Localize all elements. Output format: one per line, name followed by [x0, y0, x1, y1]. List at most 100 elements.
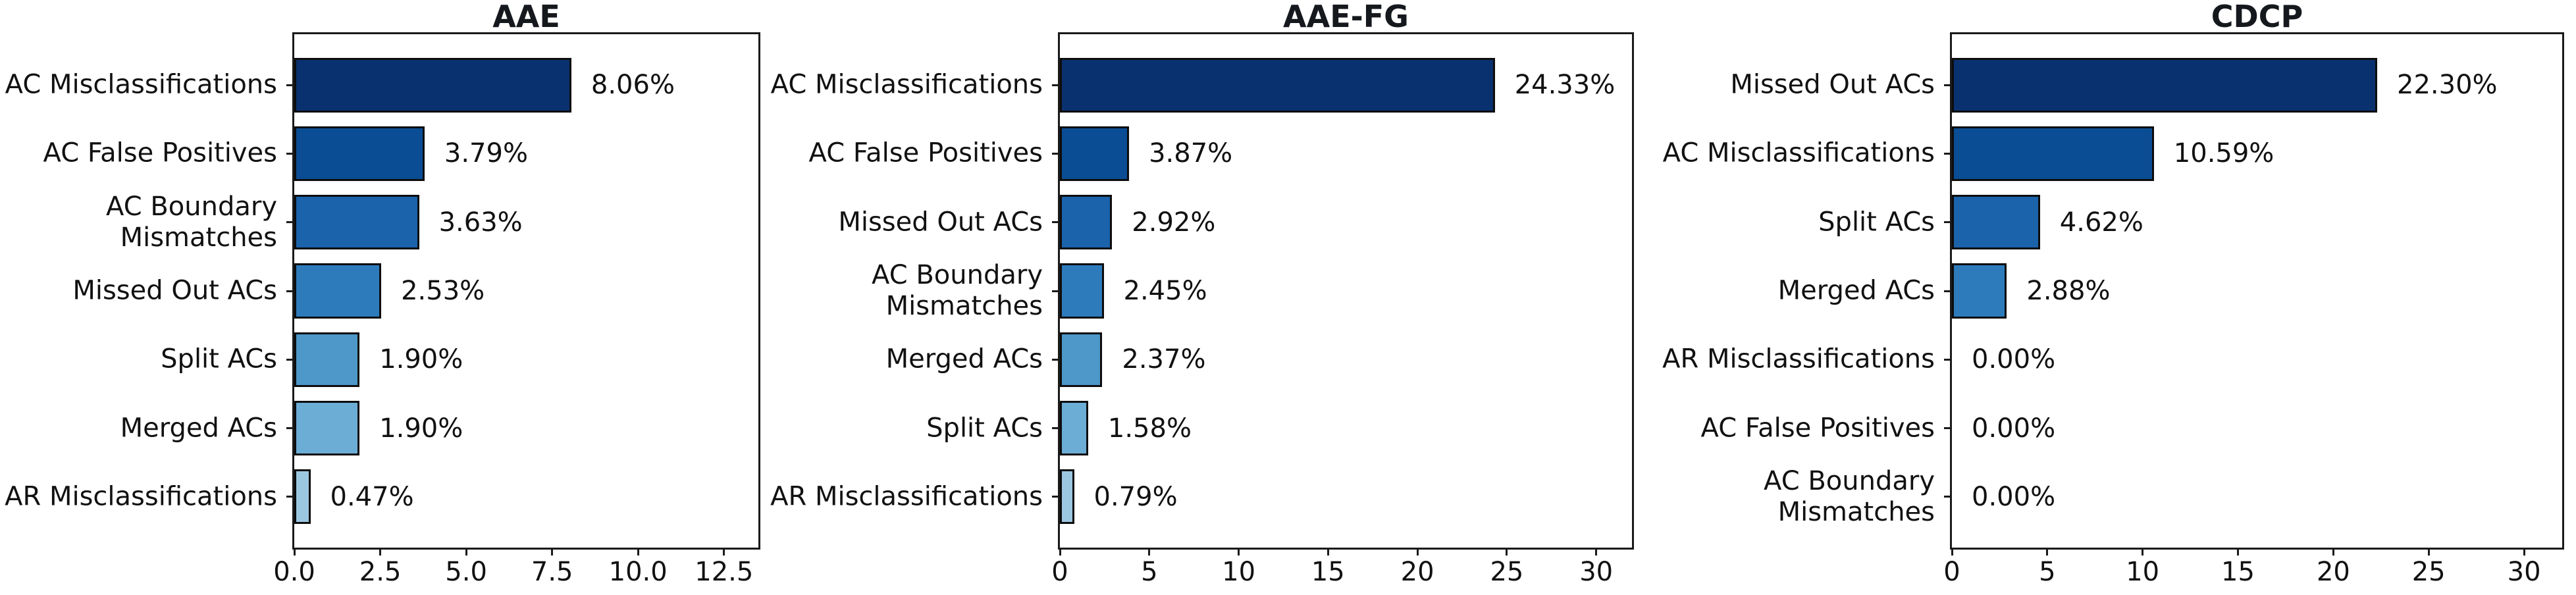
bar-split-acs: [1952, 195, 2040, 250]
bar-value-label: 2.53%: [401, 276, 485, 306]
x-tick: [1148, 550, 1151, 556]
x-tick: [637, 550, 639, 556]
chart-aae: AAE AC Misclassifications AC False Positi…: [0, 0, 858, 595]
bar-merged-acs: [1060, 332, 1103, 387]
bar-value-label: 0.00%: [1972, 481, 2056, 512]
x-tick: [2332, 550, 2334, 556]
x-tick-label: 15: [2221, 557, 2255, 587]
category-label: AR Misclassifications: [1662, 344, 1935, 375]
chart-title: CDCP: [2211, 0, 2303, 34]
category-label: Split ACs: [1818, 207, 1935, 238]
bar-value-label: 3.79%: [444, 138, 528, 169]
bar-value-label: 24.33%: [1514, 70, 1616, 101]
x-tick: [1327, 550, 1329, 556]
x-tick-label: 12.5: [695, 557, 754, 587]
y-tick: [1052, 152, 1058, 155]
bar-ac-false-positives: [294, 126, 425, 182]
bar-value-label: 3.87%: [1149, 138, 1233, 169]
plot-area: 8.06% 3.79% 3.63% 2.53% 1.90% 1.90% 0.47% 0.0 2.…: [273, 32, 760, 587]
category-label: Merged ACs: [885, 344, 1043, 375]
x-tick: [1951, 550, 1953, 556]
y-axis-labels: AC Misclassifications AC False Positives M…: [770, 34, 1043, 548]
bar-ac-false-positives: [1060, 126, 1130, 182]
category-label: AC False Positives: [808, 138, 1043, 168]
bar-merged-acs: [294, 400, 360, 456]
x-tick-label: 10: [2126, 557, 2160, 587]
y-tick: [1944, 221, 1950, 224]
x-tick-label: 20: [1400, 557, 1434, 587]
x-tick: [2237, 550, 2239, 556]
category-label: AC Boundary Mismatches: [106, 191, 277, 253]
y-tick: [1944, 427, 1950, 430]
chart-aae-fg: AAE-FG AC Misclassifications AC False Pos…: [770, 0, 1718, 595]
y-axis-labels: Missed Out ACs AC Misclassifications Split…: [1662, 34, 1935, 548]
bar-ac-misclassifications: [294, 57, 571, 113]
bar-value-label: 1.58%: [1107, 413, 1192, 444]
bar-value-label: 0.79%: [1093, 481, 1178, 512]
x-tick: [2142, 550, 2144, 556]
bar-ar-misclassifications: [1060, 469, 1074, 525]
y-tick: [1944, 290, 1950, 292]
x-tick: [723, 550, 725, 556]
x-tick-label: 5: [1141, 557, 1158, 587]
category-label: AR Misclassifications: [770, 481, 1043, 512]
x-tick-label: 5: [2039, 557, 2056, 587]
category-label: Missed Out ACs: [838, 207, 1043, 238]
bar-value-label: 0.00%: [1972, 413, 2056, 444]
y-tick: [1052, 221, 1058, 224]
x-tick: [1416, 550, 1419, 556]
y-tick: [1052, 84, 1058, 86]
y-tick: [1052, 496, 1058, 498]
bar-ac-boundary-mismatches: [294, 195, 419, 250]
x-tick-label: 0.0: [273, 557, 315, 587]
bar-value-label: 0.00%: [1972, 344, 2056, 375]
y-axis-labels: AC Misclassifications AC False Positives A…: [0, 34, 277, 548]
y-tick: [1052, 358, 1058, 361]
x-tick-label: 30: [1579, 557, 1614, 587]
x-tick-label: 10.0: [608, 557, 668, 587]
bar-value-label: 4.62%: [2059, 207, 2143, 238]
bar-split-acs: [294, 332, 360, 387]
x-tick: [551, 550, 554, 556]
x-tick-label: 0: [1943, 557, 1960, 587]
y-tick: [1944, 152, 1950, 155]
x-tick-label: 30: [2507, 557, 2541, 587]
x-tick-label: 25: [2411, 557, 2446, 587]
bar-missed-out-acs: [1952, 57, 2377, 113]
bar-value-label: 8.06%: [591, 70, 675, 101]
x-tick-label: 25: [1490, 557, 1524, 587]
x-tick-label: 2.5: [359, 557, 402, 587]
x-tick: [1506, 550, 1508, 556]
x-tick: [2046, 550, 2049, 556]
y-tick: [286, 152, 292, 155]
x-tick-label: 20: [2316, 557, 2350, 587]
bar-ar-misclassifications: [294, 469, 311, 525]
category-label: AR Misclassifications: [5, 481, 277, 512]
bar-ac-misclassifications: [1952, 126, 2154, 182]
category-label: Split ACs: [161, 344, 277, 375]
category-label: AC Misclassifications: [5, 69, 277, 100]
bar-merged-acs: [1952, 263, 2007, 319]
y-tick: [1052, 427, 1058, 430]
x-tick-label: 7.5: [531, 557, 573, 587]
y-tick: [1944, 496, 1950, 498]
y-tick: [286, 290, 292, 292]
chart-cdcp: CDCP Missed Out ACs AC Misclassifications…: [1662, 0, 2576, 595]
category-label: AC Misclassifications: [770, 69, 1043, 100]
bar-split-acs: [1060, 400, 1088, 456]
y-tick: [1944, 358, 1950, 361]
category-label: AC Boundary Mismatches: [1764, 465, 1935, 527]
x-tick: [2523, 550, 2525, 556]
x-tick-label: 5.0: [445, 557, 487, 587]
x-tick: [1595, 550, 1598, 556]
y-tick: [286, 427, 292, 430]
x-tick: [1059, 550, 1061, 556]
x-tick: [465, 550, 467, 556]
x-tick: [379, 550, 382, 556]
x-tick-label: 10: [1222, 557, 1256, 587]
y-tick: [286, 358, 292, 361]
bar-ac-misclassifications: [1060, 57, 1495, 113]
category-label: Missed Out ACs: [1730, 69, 1935, 100]
x-tick-label: 0: [1051, 557, 1068, 587]
